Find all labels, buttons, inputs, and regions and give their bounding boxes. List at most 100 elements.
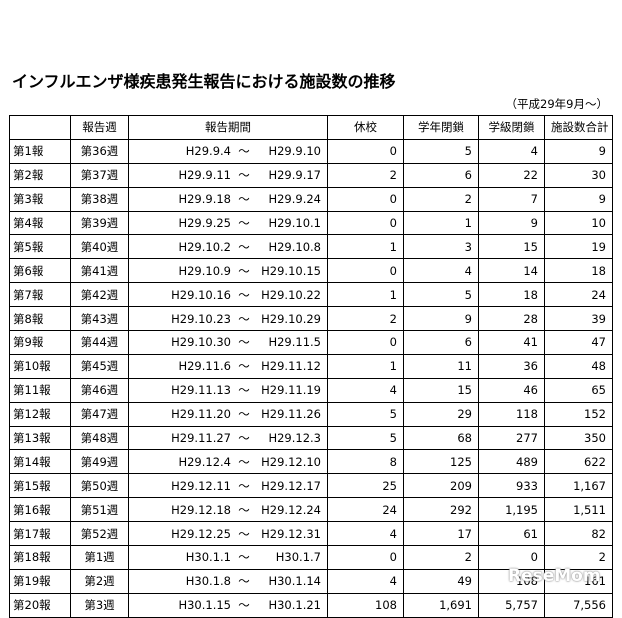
cell-class-closure: 14 bbox=[478, 258, 545, 284]
table-body: 第1報 第36週 H29.9.4 ～ H29.9.10 0 5 4 9 第2報 第37週 H29.9.… bbox=[9, 138, 613, 618]
period-start: H30.1.8 bbox=[185, 574, 231, 589]
cell-total-facilities: 1,167 bbox=[544, 473, 613, 499]
period-start: H29.9.18 bbox=[178, 192, 231, 207]
period-end: H29.10.8 bbox=[268, 239, 321, 254]
cell-grade-closure: 6 bbox=[403, 330, 479, 355]
cell-total-facilities: 152 bbox=[544, 401, 613, 427]
cell-class-closure: 22 bbox=[478, 162, 545, 188]
period-end: H29.11.26 bbox=[261, 407, 321, 422]
period-end: H30.1.21 bbox=[268, 598, 321, 613]
cell-school-closure: 5 bbox=[327, 425, 404, 451]
period-start: H29.12.11 bbox=[171, 478, 231, 493]
cell-report-period: H29.12.25 ～ H29.12.31 bbox=[128, 521, 328, 547]
period-separator: ～ bbox=[238, 216, 250, 230]
cell-report-number: 第9報 bbox=[9, 330, 71, 355]
cell-class-closure: 4 bbox=[478, 138, 545, 164]
period-separator: ～ bbox=[238, 502, 250, 517]
cell-grade-closure: 5 bbox=[403, 282, 479, 308]
cell-report-number: 第7報 bbox=[9, 282, 71, 308]
period-end: H29.10.29 bbox=[261, 311, 321, 326]
cell-report-week: 第52週 bbox=[70, 521, 129, 547]
cell-class-closure: 9 bbox=[478, 210, 545, 236]
cell-report-period: H29.12.4 ～ H29.12.10 bbox=[128, 449, 328, 475]
period-separator: ～ bbox=[238, 144, 250, 159]
cell-report-number: 第19報 bbox=[9, 568, 71, 594]
period-separator: ～ bbox=[238, 574, 250, 589]
cell-class-closure: 46 bbox=[478, 377, 545, 403]
cell-report-week: 第2週 bbox=[70, 568, 129, 594]
cell-class-closure: 5,757 bbox=[478, 592, 545, 618]
cell-total-facilities: 24 bbox=[544, 282, 613, 308]
cell-school-closure: 0 bbox=[327, 186, 404, 212]
cell-report-number: 第13報 bbox=[9, 425, 71, 451]
table-row: 第3報 第38週 H29.9.18 ～ H29.9.24 0 2 7 9 bbox=[9, 186, 613, 212]
cell-report-number: 第2報 bbox=[9, 162, 71, 188]
cell-report-number: 第20報 bbox=[9, 592, 71, 618]
cell-report-week: 第49週 bbox=[70, 449, 129, 475]
table-row: 第4報 第39週 H29.9.25 ～ H29.10.1 0 1 9 10 bbox=[9, 210, 613, 236]
table-header-row: 報告週 報告期間 休校 学年閉鎖 学級閉鎖 施設数合計 bbox=[9, 115, 613, 140]
period-end: H29.10.1 bbox=[268, 216, 321, 230]
cell-report-week: 第3週 bbox=[70, 592, 129, 618]
watermark-logo: ReseMom bbox=[508, 566, 601, 586]
period-start: H29.11.27 bbox=[171, 431, 231, 446]
period-end: H29.11.12 bbox=[261, 359, 321, 374]
period-separator: ～ bbox=[238, 383, 250, 398]
cell-report-period: H29.9.25 ～ H29.10.1 bbox=[128, 210, 328, 236]
cell-grade-closure: 2 bbox=[403, 186, 479, 212]
cell-report-period: H29.10.16 ～ H29.10.22 bbox=[128, 282, 328, 308]
cell-report-week: 第40週 bbox=[70, 234, 129, 260]
cell-report-number: 第11報 bbox=[9, 377, 71, 403]
cell-school-closure: 4 bbox=[327, 521, 404, 547]
cell-grade-closure: 1 bbox=[403, 210, 479, 236]
period-start: H29.10.16 bbox=[171, 287, 231, 302]
period-start: H29.11.6 bbox=[178, 359, 231, 374]
period-end: H29.9.17 bbox=[268, 168, 321, 183]
table-row: 第15報 第50週 H29.12.11 ～ H29.12.17 25 209 933 1,167 bbox=[9, 473, 613, 499]
cell-report-number: 第4報 bbox=[9, 210, 71, 236]
cell-grade-closure: 3 bbox=[403, 234, 479, 260]
table-row: 第18報 第1週 H30.1.1 ～ H30.1.7 0 2 0 2 bbox=[9, 545, 613, 570]
cell-total-facilities: 9 bbox=[544, 138, 613, 164]
cell-total-facilities: 39 bbox=[544, 306, 613, 332]
period-end: H29.9.10 bbox=[268, 144, 321, 159]
period-start: H29.9.25 bbox=[178, 216, 231, 230]
cell-report-period: H29.10.9 ～ H29.10.15 bbox=[128, 258, 328, 284]
cell-class-closure: 36 bbox=[478, 353, 545, 379]
cell-school-closure: 5 bbox=[327, 401, 404, 427]
period-separator: ～ bbox=[238, 526, 250, 541]
cell-school-closure: 0 bbox=[327, 330, 404, 355]
table-row: 第16報 第51週 H29.12.18 ～ H29.12.24 24 292 1,195 1,5… bbox=[9, 497, 613, 523]
table-row: 第9報 第44週 H29.10.30 ～ H29.11.5 0 6 41 47 bbox=[9, 330, 613, 355]
cell-report-period: H30.1.1 ～ H30.1.7 bbox=[128, 545, 328, 570]
cell-report-period: H29.11.6 ～ H29.11.12 bbox=[128, 353, 328, 379]
period-end: H30.1.7 bbox=[275, 550, 321, 565]
cell-report-period: H30.1.15 ～ H30.1.21 bbox=[128, 592, 328, 618]
cell-grade-closure: 9 bbox=[403, 306, 479, 332]
cell-school-closure: 1 bbox=[327, 353, 404, 379]
table-row: 第6報 第41週 H29.10.9 ～ H29.10.15 0 4 14 18 bbox=[9, 258, 613, 284]
cell-report-number: 第5報 bbox=[9, 234, 71, 260]
cell-report-period: H29.12.18 ～ H29.12.24 bbox=[128, 497, 328, 523]
period-end: H29.10.15 bbox=[261, 263, 321, 278]
period-separator: ～ bbox=[238, 478, 250, 493]
cell-report-period: H29.9.4 ～ H29.9.10 bbox=[128, 138, 328, 164]
cell-report-week: 第41週 bbox=[70, 258, 129, 284]
cell-report-number: 第16報 bbox=[9, 497, 71, 523]
cell-report-number: 第1報 bbox=[9, 138, 71, 164]
cell-school-closure: 0 bbox=[327, 138, 404, 164]
cell-total-facilities: 30 bbox=[544, 162, 613, 188]
period-end: H29.10.22 bbox=[261, 287, 321, 302]
cell-school-closure: 108 bbox=[327, 592, 404, 618]
period-start: H29.9.11 bbox=[178, 168, 231, 183]
cell-school-closure: 24 bbox=[327, 497, 404, 523]
cell-total-facilities: 82 bbox=[544, 521, 613, 547]
cell-report-number: 第3報 bbox=[9, 186, 71, 212]
period-end: H29.11.5 bbox=[268, 335, 321, 350]
period-start: H29.11.20 bbox=[171, 407, 231, 422]
facility-count-table: 報告週 報告期間 休校 学年閉鎖 学級閉鎖 施設数合計 第1報 第36週 H29.9… bbox=[9, 115, 613, 618]
cell-report-number: 第12報 bbox=[9, 401, 71, 427]
cell-report-number: 第6報 bbox=[9, 258, 71, 284]
period-end: H29.9.24 bbox=[268, 192, 321, 207]
cell-report-period: H29.10.30 ～ H29.11.5 bbox=[128, 330, 328, 355]
